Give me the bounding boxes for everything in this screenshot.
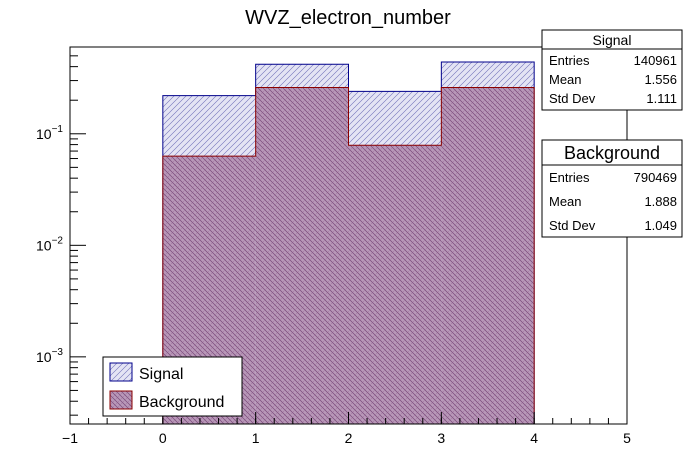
stats-label: Entries [549,170,590,185]
stats-title: Background [564,143,660,163]
bar-background [348,145,442,424]
y-tick-label: 10−1 [36,124,63,142]
legend-swatch-background [109,390,133,410]
stats-label: Mean [549,72,582,87]
x-tick-label: 2 [345,430,353,446]
y-tick-label: 10−2 [36,235,63,253]
outline-signal [162,61,535,424]
legend-label-signal: Signal [139,366,183,383]
stats-value: 140961 [634,53,677,68]
stats-value: 1.111 [646,91,677,106]
x-tick-label: 3 [437,430,445,446]
outline-background [162,87,535,424]
bar-background [255,87,349,425]
x-tick-label: 0 [159,430,167,446]
stats-value: 1.049 [644,218,677,233]
x-tick-label: 1 [252,430,260,446]
legend-swatch-signal [109,362,133,382]
stats-value: 1.888 [644,194,677,209]
stats-label: Mean [549,194,582,209]
stats-label: Std Dev [549,91,596,106]
x-tick-label: 5 [623,430,631,446]
chart-title: WVZ_electron_number [245,7,451,29]
x-tick-label: 4 [530,430,538,446]
stats-label: Std Dev [549,218,596,233]
legend: Signal Background [102,356,243,417]
y-tick-label: 10−3 [36,347,63,365]
stats-label: Entries [549,53,590,68]
stats-title: Signal [593,32,632,48]
stats-value: 1.556 [644,72,677,87]
bar-background [441,87,535,425]
stats-box-signal: Signal Entries 140961 Mean 1.556 Std Dev… [541,29,683,111]
axes: −1 0 1 2 3 4 5 10−1 10−2 10−3 [36,55,631,446]
stats-value: 790469 [634,170,677,185]
stats-box-background: Background Entries 790469 Mean 1.888 Std… [541,139,683,238]
x-tick-label: −1 [62,430,78,446]
legend-label-background: Background [139,394,224,411]
